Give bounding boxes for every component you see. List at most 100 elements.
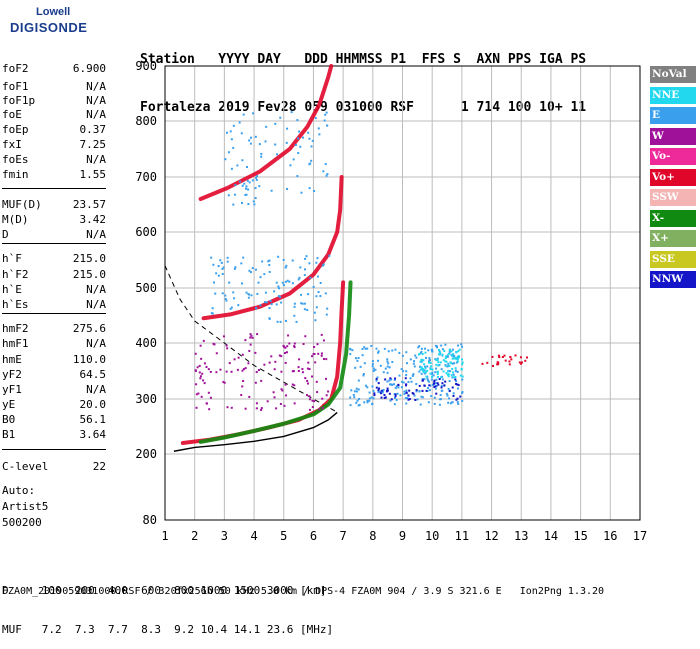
echo-dot [324,163,327,166]
echo-dot [423,363,426,366]
echo-dot [349,396,352,399]
echo-dot [281,389,284,392]
echo-dot [321,407,324,410]
echo-dot [219,259,222,262]
logo-line2: DIGISONDE [10,20,88,35]
echo-dot [320,352,323,355]
echo-dot [403,393,406,396]
echo-dot [524,359,527,362]
echo-dot [435,392,438,395]
param-key: h`E [2,283,22,296]
echo-dot [380,396,383,399]
echo-dot [438,350,441,353]
echo-dot [265,301,268,304]
param-value: 0.37 [79,123,107,136]
param-value: 275.6 [72,322,106,335]
echo-dot [245,193,248,196]
echo-dot [438,378,441,381]
x-tick-label: 4 [250,529,257,543]
echo-dot [232,203,235,206]
echo-dot [282,258,285,261]
param-value: 215.0 [72,268,106,281]
echo-dot [242,379,245,382]
echo-dot [439,398,442,401]
echo-dot [282,284,285,287]
echo-dot [357,388,360,391]
echo-dot [392,383,395,386]
echo-dot [296,175,299,178]
echo-dot [453,362,456,365]
echo-dot [313,190,316,193]
echo-dot [398,351,401,354]
param-key: foF1p [2,94,36,107]
echo-dot [451,371,454,374]
echo-dot [254,197,257,200]
echo-dot [301,368,304,371]
echo-dot [251,267,254,270]
echo-dot [359,365,362,368]
echo-dot [288,280,291,283]
electron-density-profile [173,411,338,452]
echo-dot [442,359,445,362]
echo-dot [361,347,364,350]
file-info: FZA0M_2019059031000.RSF / 320fx256h 50 k… [2,586,605,597]
param-row: fmin 1.55 [2,168,106,182]
echo-dot [424,351,427,354]
echo-dot [387,350,390,353]
echo-dot [492,364,495,367]
echo-dot [457,356,460,359]
echo-dot [425,389,428,392]
echo-dot [526,356,529,359]
echo-dot [456,356,459,359]
echo-dot [280,355,283,358]
y-tick-label: 80 [143,513,157,527]
echo-dot [220,261,223,264]
echo-dot [327,390,330,393]
param-key: C-level [2,460,49,473]
echo-dot [308,163,311,166]
echo-dot [244,367,247,370]
legend-item: SSW [650,189,696,206]
echo-trace [198,64,334,201]
echo-dot [371,403,374,406]
echo-dot [452,392,455,395]
echo-dot [386,387,389,390]
echo-dot [448,351,451,354]
echo-dot [237,356,240,359]
echo-dot [325,394,328,397]
echo-dot [356,359,359,362]
echo-dot [316,275,319,278]
echo-dot [303,273,306,276]
echo-dot [234,193,237,196]
echo-dot [311,375,314,378]
echo-dot [455,358,458,361]
echo-dot [370,396,373,399]
echo-dot [389,377,392,380]
echo-dot [382,388,385,391]
echo-dot [421,389,424,392]
echo-dot [459,395,462,398]
y-tick-label: 300 [135,392,157,406]
echo-dot [457,402,460,405]
echo-dot [407,380,410,383]
muf-row: MUF 7.2 7.3 7.7 8.3 9.2 10.4 14.1 23.6 [… [2,623,334,636]
echo-dot [451,376,454,379]
echo-dot [255,307,258,310]
echo-dot [317,352,320,355]
echo-dot [387,362,390,365]
echo-dot [326,173,329,176]
echo-dot [322,339,325,342]
echo-dot [455,383,458,386]
echo-dot [420,360,423,363]
echo-dot [255,407,258,410]
echo-dot [198,371,201,374]
echo-dot [293,302,296,305]
echo-dot [384,367,387,370]
echo-dot [297,366,300,369]
echo-dot [303,268,306,271]
echo-dot [225,344,228,347]
echo-dot [419,365,422,368]
echo-dot [442,370,445,373]
echo-dot [419,403,422,406]
echo-dot [498,356,501,359]
